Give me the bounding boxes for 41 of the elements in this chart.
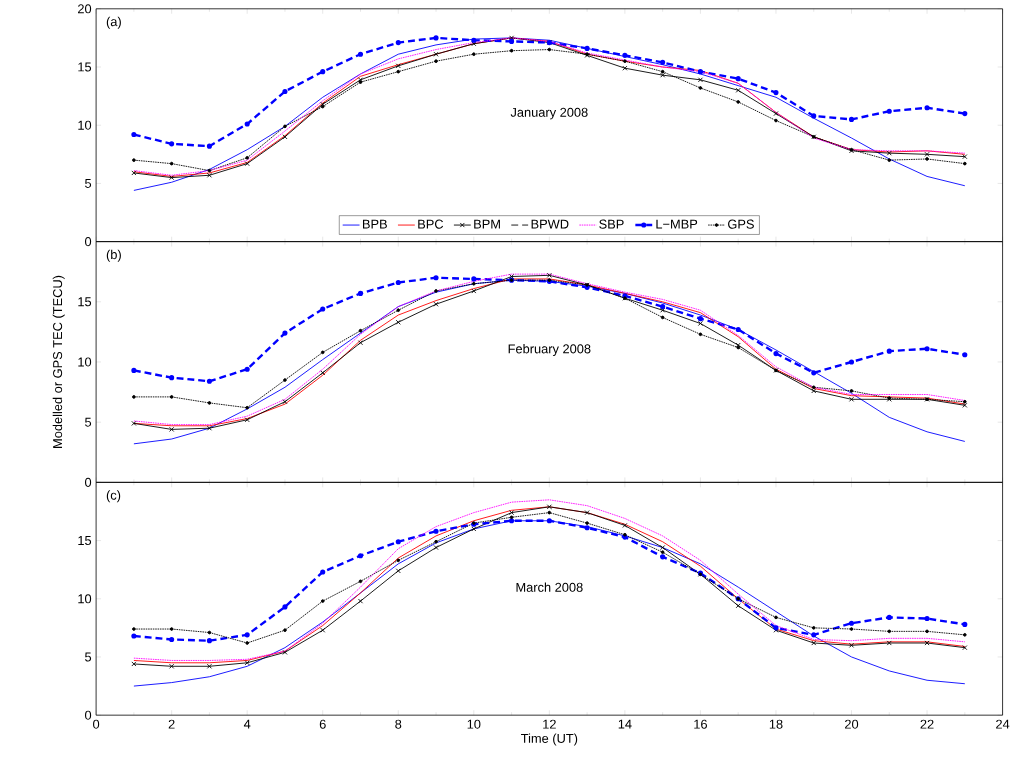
x-tick-label: 4 xyxy=(243,719,251,729)
y-tick-label: 15 xyxy=(78,297,92,307)
legend-label: BPWD xyxy=(531,219,569,229)
x-tick-label: 16 xyxy=(694,719,707,729)
y-tick-label: 5 xyxy=(85,179,92,189)
y-tick-label: 15 xyxy=(78,536,92,546)
legend-label: GPS xyxy=(728,219,754,229)
x-tick-label: 0 xyxy=(93,719,100,729)
x-tick-label: 20 xyxy=(845,719,859,729)
legend-label: L−MBP xyxy=(656,219,698,229)
x-tick-label: 18 xyxy=(769,719,783,729)
x-tick-label: 12 xyxy=(543,719,556,729)
legend-label: BPB xyxy=(363,219,387,229)
annotation: January 2008 xyxy=(510,107,588,120)
y-tick-label: 5 xyxy=(85,652,92,662)
legend-label: BPC xyxy=(418,219,444,229)
y-tick-label: 20 xyxy=(78,4,92,14)
x-tick-label: 24 xyxy=(996,719,1010,729)
annotation: (b) xyxy=(106,249,121,262)
x-tick-label: 8 xyxy=(395,719,402,729)
x-tick-label: 10 xyxy=(467,719,481,729)
y-tick-label: 10 xyxy=(78,120,92,130)
y-tick-label: 15 xyxy=(78,62,92,72)
y-tick-label: 10 xyxy=(78,594,92,604)
annotation: (c) xyxy=(106,490,121,503)
x-axis-title: Time (UT) xyxy=(521,733,578,746)
x-tick-label: 2 xyxy=(168,719,175,729)
x-tick-label: 14 xyxy=(618,719,632,729)
annotation: March 2008 xyxy=(516,582,583,592)
y-tick-label: 0 xyxy=(84,477,92,488)
legend-label: SBP xyxy=(599,219,624,229)
y-tick-label: 5 xyxy=(85,417,92,427)
y-axis-title: Modelled or GPS TEC (TECU) xyxy=(52,275,65,449)
y-tick-label: 0 xyxy=(84,710,92,720)
y-tick-label: 0 xyxy=(84,237,92,247)
annotation: February 2008 xyxy=(508,344,591,357)
legend-label: BPM xyxy=(474,219,500,229)
y-tick-label: 10 xyxy=(78,357,92,367)
x-tick-label: 22 xyxy=(920,719,934,729)
x-tick-label: 6 xyxy=(319,719,326,729)
annotation: (a) xyxy=(106,16,121,29)
